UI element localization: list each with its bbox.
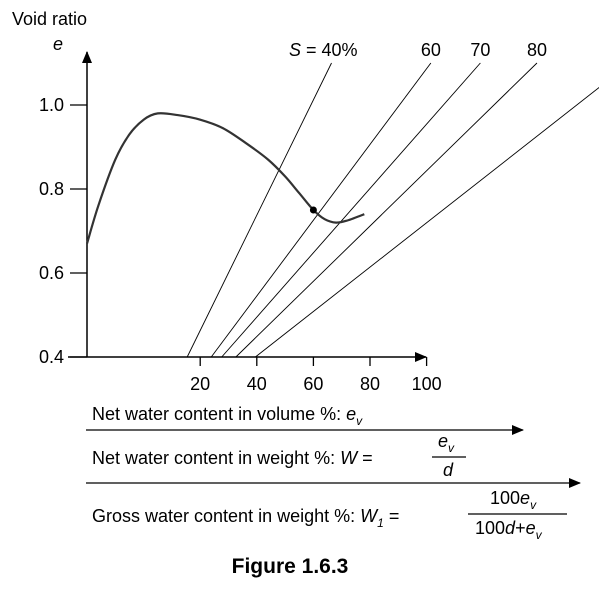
gross-weight-numerator: 100ev xyxy=(490,488,537,512)
curve-point-marker xyxy=(309,206,317,214)
saturation-label: 60 xyxy=(421,40,441,60)
y-tick-label: 1.0 xyxy=(39,95,64,115)
net-weight-numerator: ev xyxy=(438,431,455,455)
y-tick-label: 0.8 xyxy=(39,179,64,199)
gross-weight-label: Gross water content in weight %: W1 = xyxy=(92,506,399,530)
y-axis-title: Void ratio xyxy=(12,9,87,29)
saturation-label: 70 xyxy=(470,40,490,60)
net-weight-label: Net water content in weight %: W = xyxy=(92,448,373,468)
x-tick-label: 60 xyxy=(303,374,323,394)
y-axis-symbol: e xyxy=(53,34,63,54)
saturation-line xyxy=(255,87,599,358)
x-tick-label: 80 xyxy=(360,374,380,394)
net-weight-denominator: d xyxy=(443,460,454,480)
net-volume-label: Net water content in volume %: ev xyxy=(92,404,363,428)
saturation-line xyxy=(221,62,481,358)
saturation-label: 80 xyxy=(527,40,547,60)
y-tick-label: 0.6 xyxy=(39,263,64,283)
y-tick-label: 0.4 xyxy=(39,347,64,367)
x-tick-label: 20 xyxy=(190,374,210,394)
gross-weight-denominator: 100d+ev xyxy=(475,518,543,542)
void-ratio-curve xyxy=(85,112,365,244)
saturation-line xyxy=(186,62,332,358)
saturation-line xyxy=(210,62,432,358)
figure-caption: Figure 1.6.3 xyxy=(232,555,349,578)
saturation-label: S = 40% xyxy=(289,40,358,60)
saturation-line xyxy=(235,62,538,358)
x-tick-label: 100 xyxy=(412,374,442,394)
x-tick-label: 40 xyxy=(247,374,267,394)
